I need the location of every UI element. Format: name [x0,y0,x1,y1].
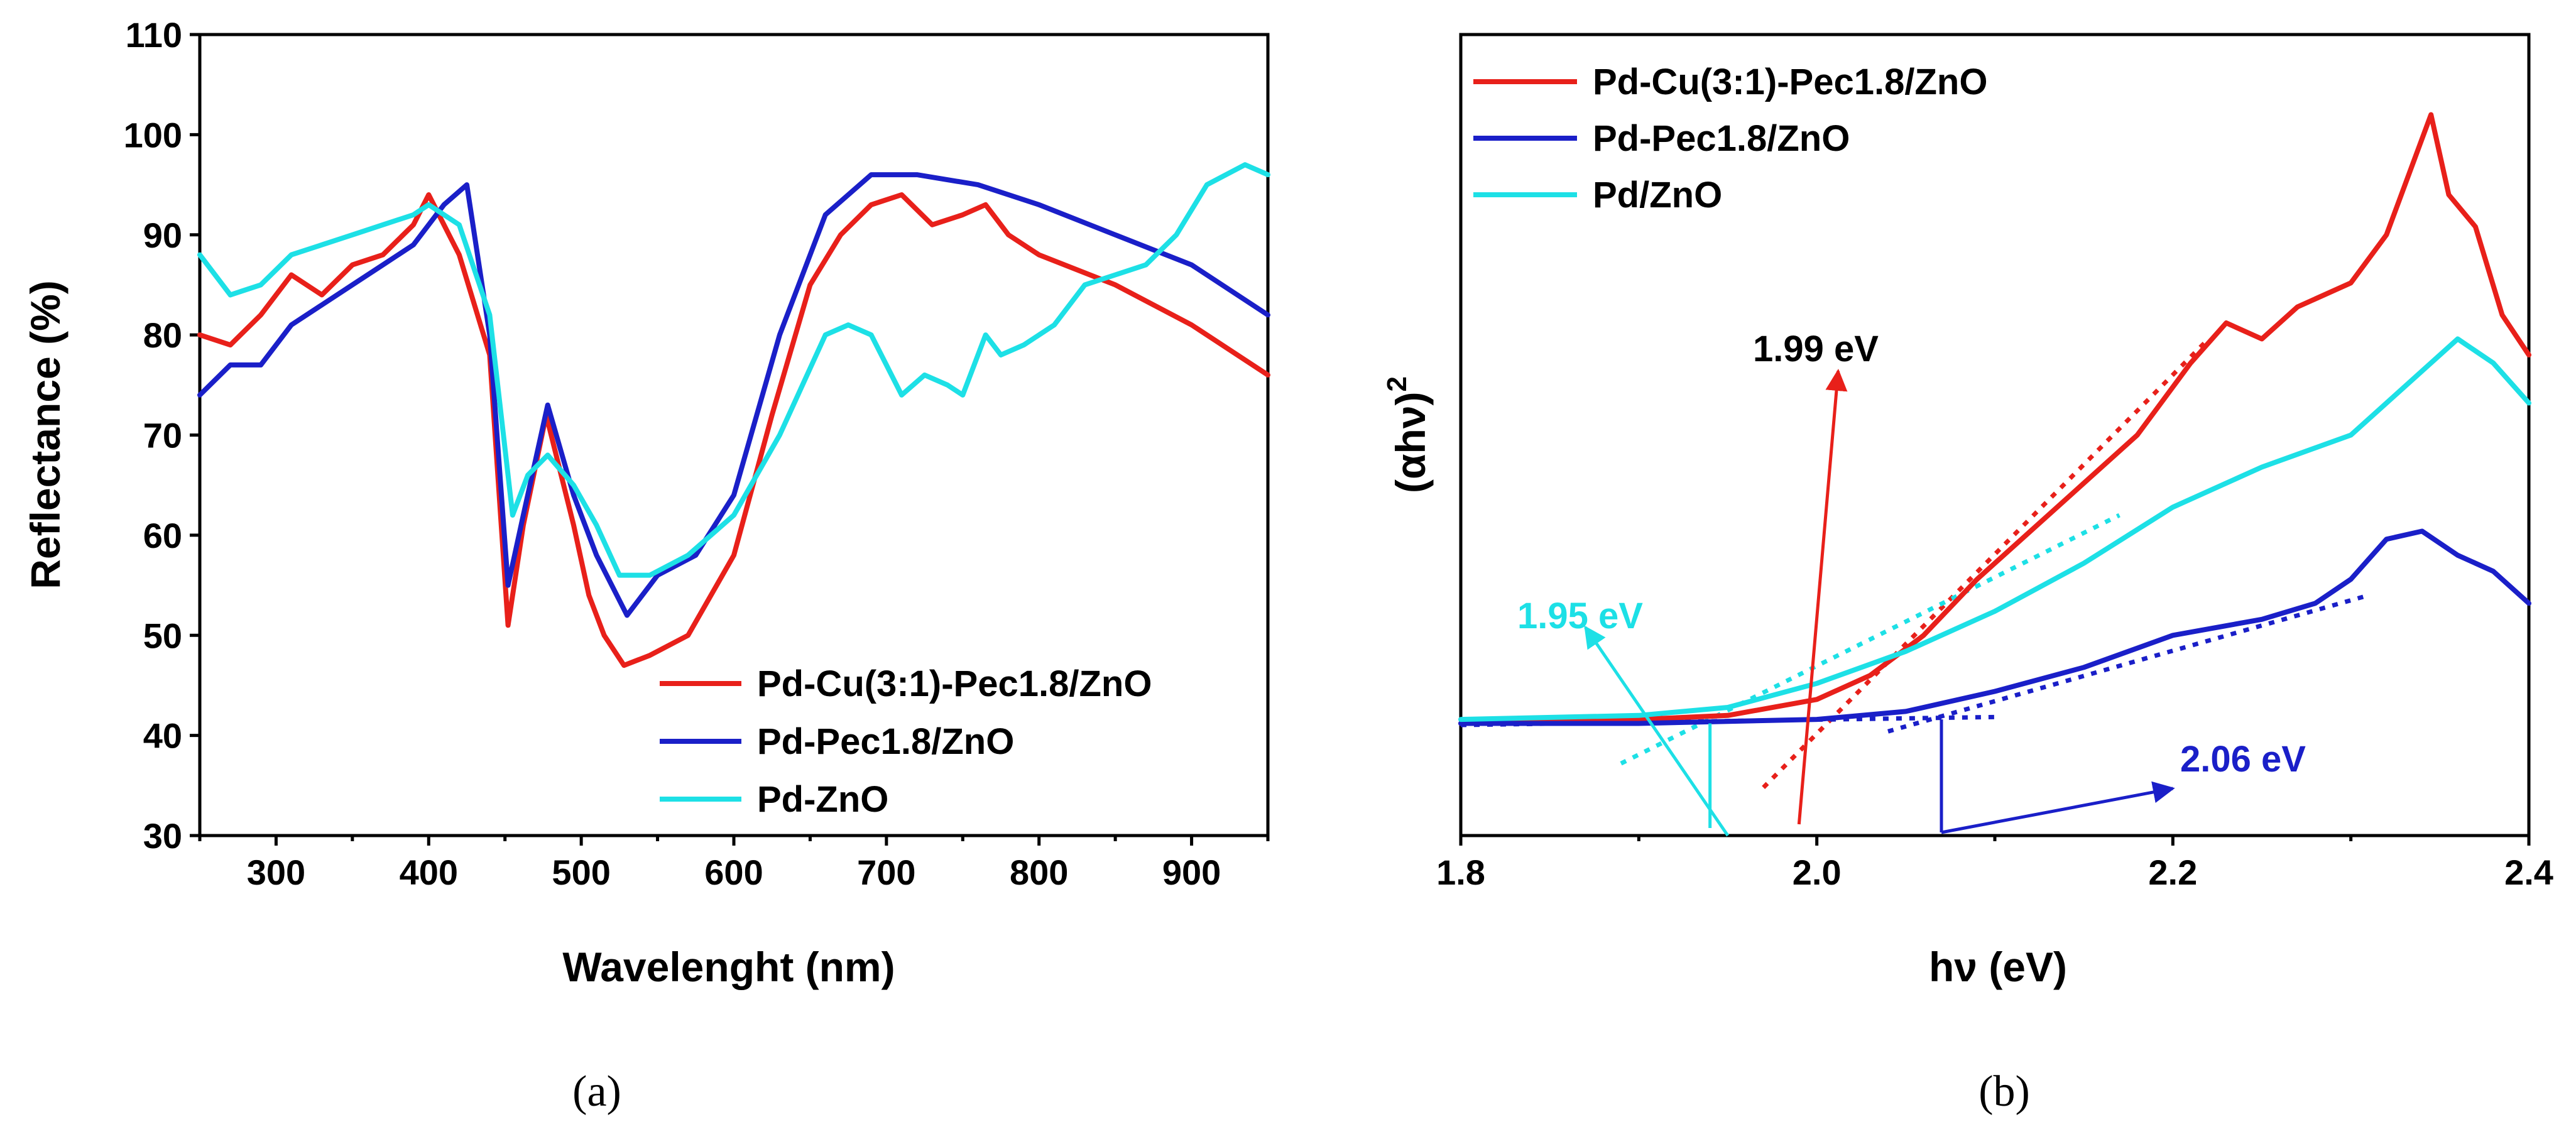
panel-b-series-line-2 [1458,336,2531,722]
panel-a-legend-label-1: Pd-Pec1.8/ZnO [757,721,1014,762]
panel-b-legend-label-1: Pd-Pec1.8/ZnO [1593,118,1850,159]
panel-a-y-axis-label: Reflectance (%) [22,280,68,589]
arrow-1-95-ev [1584,625,1730,837]
panel-a-x-tick-label-800: 800 [1010,853,1068,892]
panel-a-legend: Pd-Cu(3:1)-Pec1.8/ZnO Pd-Pec1.8/ZnO Pd-Z… [660,663,1152,820]
panel-a-x-tick-label-900: 900 [1162,853,1221,892]
panel-b-series-line-1 [1458,528,2531,726]
panel-a-series-line-1 [197,172,1270,618]
panel-b-x-tick-label-1.8: 1.8 [1436,853,1485,892]
panel-a-series [197,162,1270,668]
panel-a-y-tick-label-90: 90 [143,215,182,255]
panel-a-y-tick-label-80: 80 [143,315,182,355]
panel-a-x-tick-label-400: 400 [400,853,458,892]
panel-a-y-tick-label-110: 110 [126,15,182,55]
arrow-1-99-ev [1797,369,1848,825]
panel-b-x-tick-label-2.2: 2.2 [2148,853,2197,892]
panel-b-series [1458,112,2531,726]
panel-b-bandgap-arrows [1584,369,2175,837]
panel-a-legend-label-2: Pd-ZnO [757,779,888,820]
panel-b-x-ticks: 1.8 2.0 2.2 2.4 [1436,836,2553,892]
panel-a-y-ticks: 30 40 50 60 70 80 90 100 110 [124,15,200,856]
panel-a-y-tick-label-30: 30 [143,816,182,856]
panel-a-x-tick-label-500: 500 [552,853,610,892]
panel-b-legend-label-0: Pd-Cu(3:1)-Pec1.8/ZnO [1593,62,1987,102]
panel-a-x-axis-label: Wavelenght (nm) [562,944,895,990]
panel-a-x-ticks: 300 400 500 600 700 800 900 [198,836,1270,892]
panel-b-y-axis-label-superscript: 2 [1382,376,1412,391]
panel-b-tangent-line-2 [1887,593,2369,734]
panel-b-x-tick-label-2.0: 2.0 [1793,853,1842,892]
panel-b-tangent-line-1 [1620,513,2120,766]
panel-a-y-tick-label-70: 70 [143,416,182,455]
panel-a-series-line-0 [197,192,1270,668]
panel-b-x-tick-label-2.4: 2.4 [2504,853,2553,892]
panel-a-label: (a) [572,1067,621,1116]
panel-a-series-line-2 [197,162,1270,578]
arrow-2-06-ev [1941,781,2175,834]
panel-b-y-axis-label-base: (αhν) [1387,391,1434,493]
annotation-1-95-ev: 1.95 eV [1517,596,1643,636]
annotation-1-99-ev: 1.99 eV [1753,329,1879,369]
panel-a-chart: 30 40 50 60 70 80 90 100 110 300 400 500 600 700 800 9… [22,15,1270,1116]
panel-a-x-tick-label-300: 300 [247,853,305,892]
panel-a-plot-frame [198,33,1270,837]
panel-a-x-tick-label-700: 700 [857,853,915,892]
panel-b-label: (b) [1978,1067,2030,1116]
panel-a-y-tick-label-60: 60 [143,516,182,555]
annotation-2-06-ev: 2.06 eV [2180,739,2306,780]
panel-a-y-tick-label-40: 40 [143,716,182,756]
panel-a-y-tick-label-50: 50 [143,616,182,655]
panel-a-y-tick-label-100: 100 [124,115,182,155]
panel-b-legend-label-2: Pd/ZnO [1593,175,1722,215]
panel-b-series-line-0 [1458,112,2531,726]
panel-b-y-axis-label: (αhν)2 [1382,376,1434,493]
panel-b-chart: 1.8 2.0 2.2 2.4 hν (eV) (αhν)2 Pd-Cu(3:1)-P… [1382,33,2553,1116]
panel-a-legend-label-0: Pd-Cu(3:1)-Pec1.8/ZnO [757,663,1152,704]
panel-a-x-tick-label-600: 600 [704,853,763,892]
panel-b-legend: Pd-Cu(3:1)-Pec1.8/ZnO Pd-Pec1.8/ZnO Pd/Z… [1473,62,1987,215]
panel-b-x-axis-label: hν (eV) [1929,944,2067,990]
